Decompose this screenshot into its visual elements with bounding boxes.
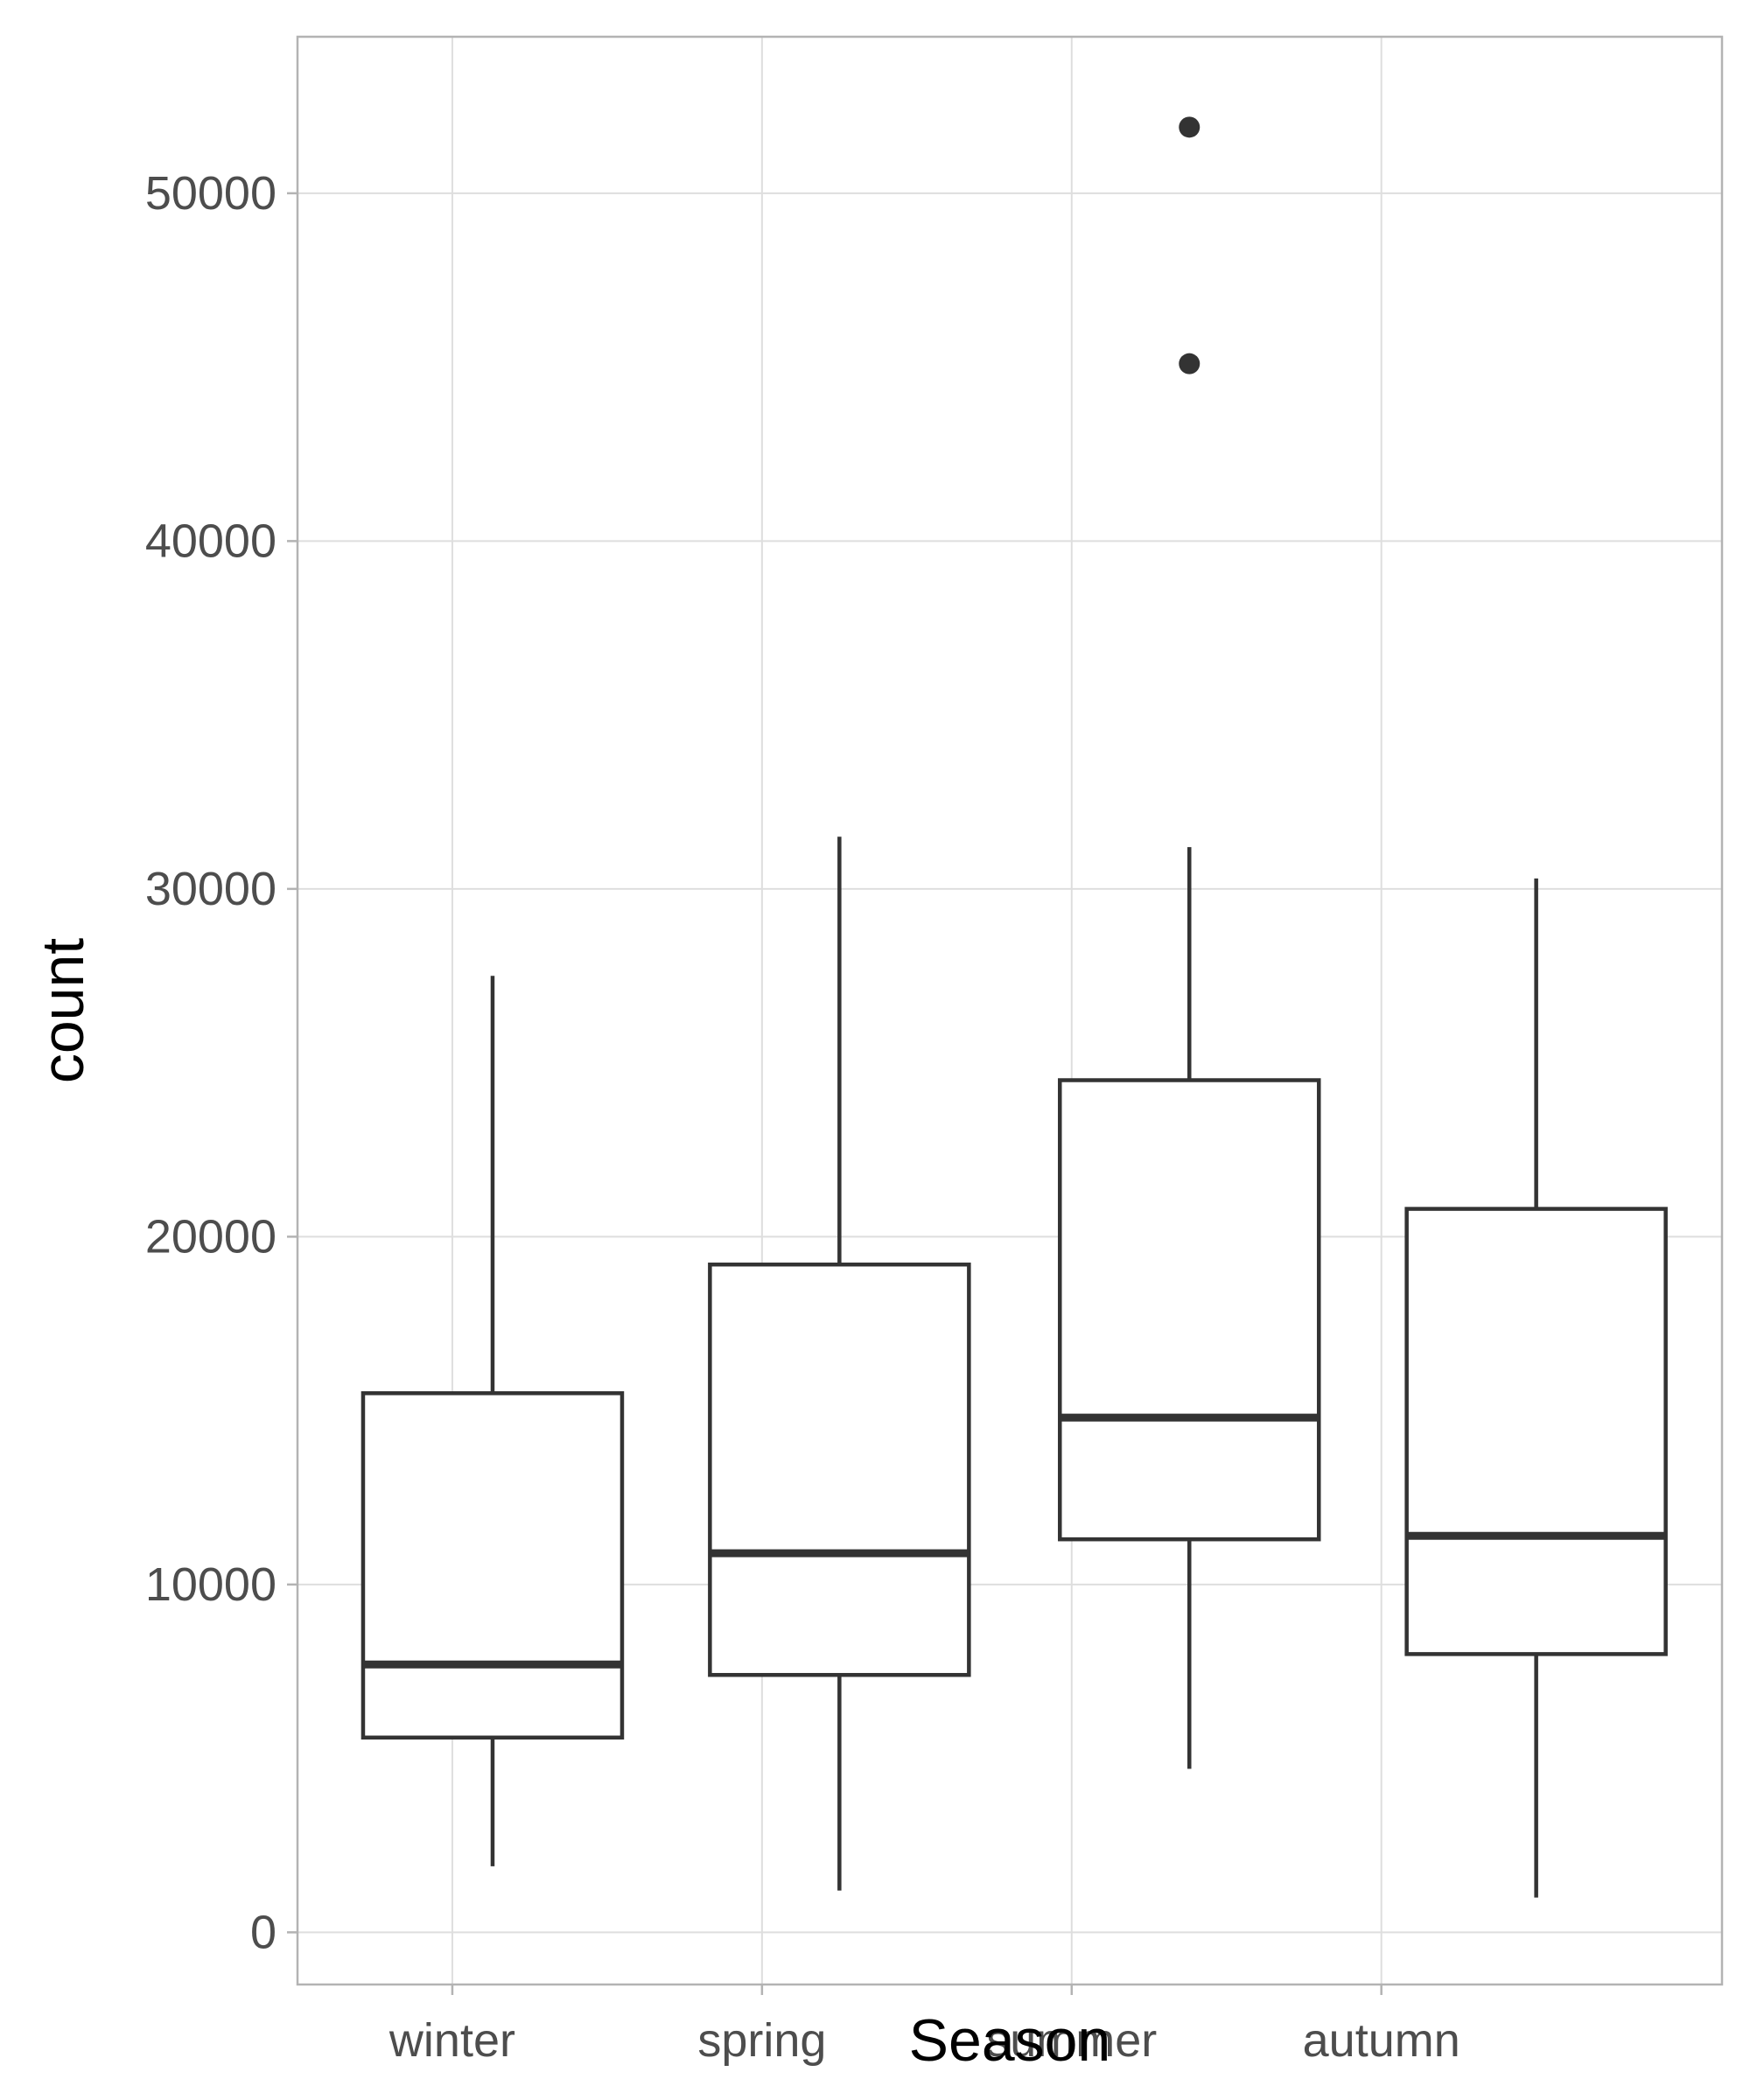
box-spring <box>708 1262 971 1677</box>
outlier-point <box>1179 116 1200 138</box>
outlier-point <box>1179 353 1200 374</box>
boxes <box>360 116 1668 1898</box>
panel-border <box>296 35 1724 1986</box>
y-tick-label: 50000 <box>145 167 276 220</box>
x-axis-title: Season <box>909 2007 1111 2074</box>
x-tick-label: spring <box>697 2014 826 2067</box>
x-tick-label: winter <box>388 2014 515 2067</box>
x-tick-label: summer <box>986 2014 1157 2067</box>
y-tick-label: 30000 <box>145 863 276 915</box>
y-tick-label: 10000 <box>145 1558 276 1611</box>
box-summer <box>1058 1078 1321 1542</box>
box-winter <box>360 1391 625 1740</box>
axis-ticks: 0 10000 20000 30000 40000 50000 winter spring su… <box>145 167 1460 2067</box>
y-axis-title: count <box>30 938 96 1083</box>
y-tick-label: 0 <box>250 1906 276 1958</box>
y-tick-label: 20000 <box>145 1210 276 1263</box>
box-autumn <box>1404 1207 1668 1656</box>
y-tick-label: 40000 <box>145 514 276 567</box>
x-tick-label: autumn <box>1303 2014 1460 2067</box>
